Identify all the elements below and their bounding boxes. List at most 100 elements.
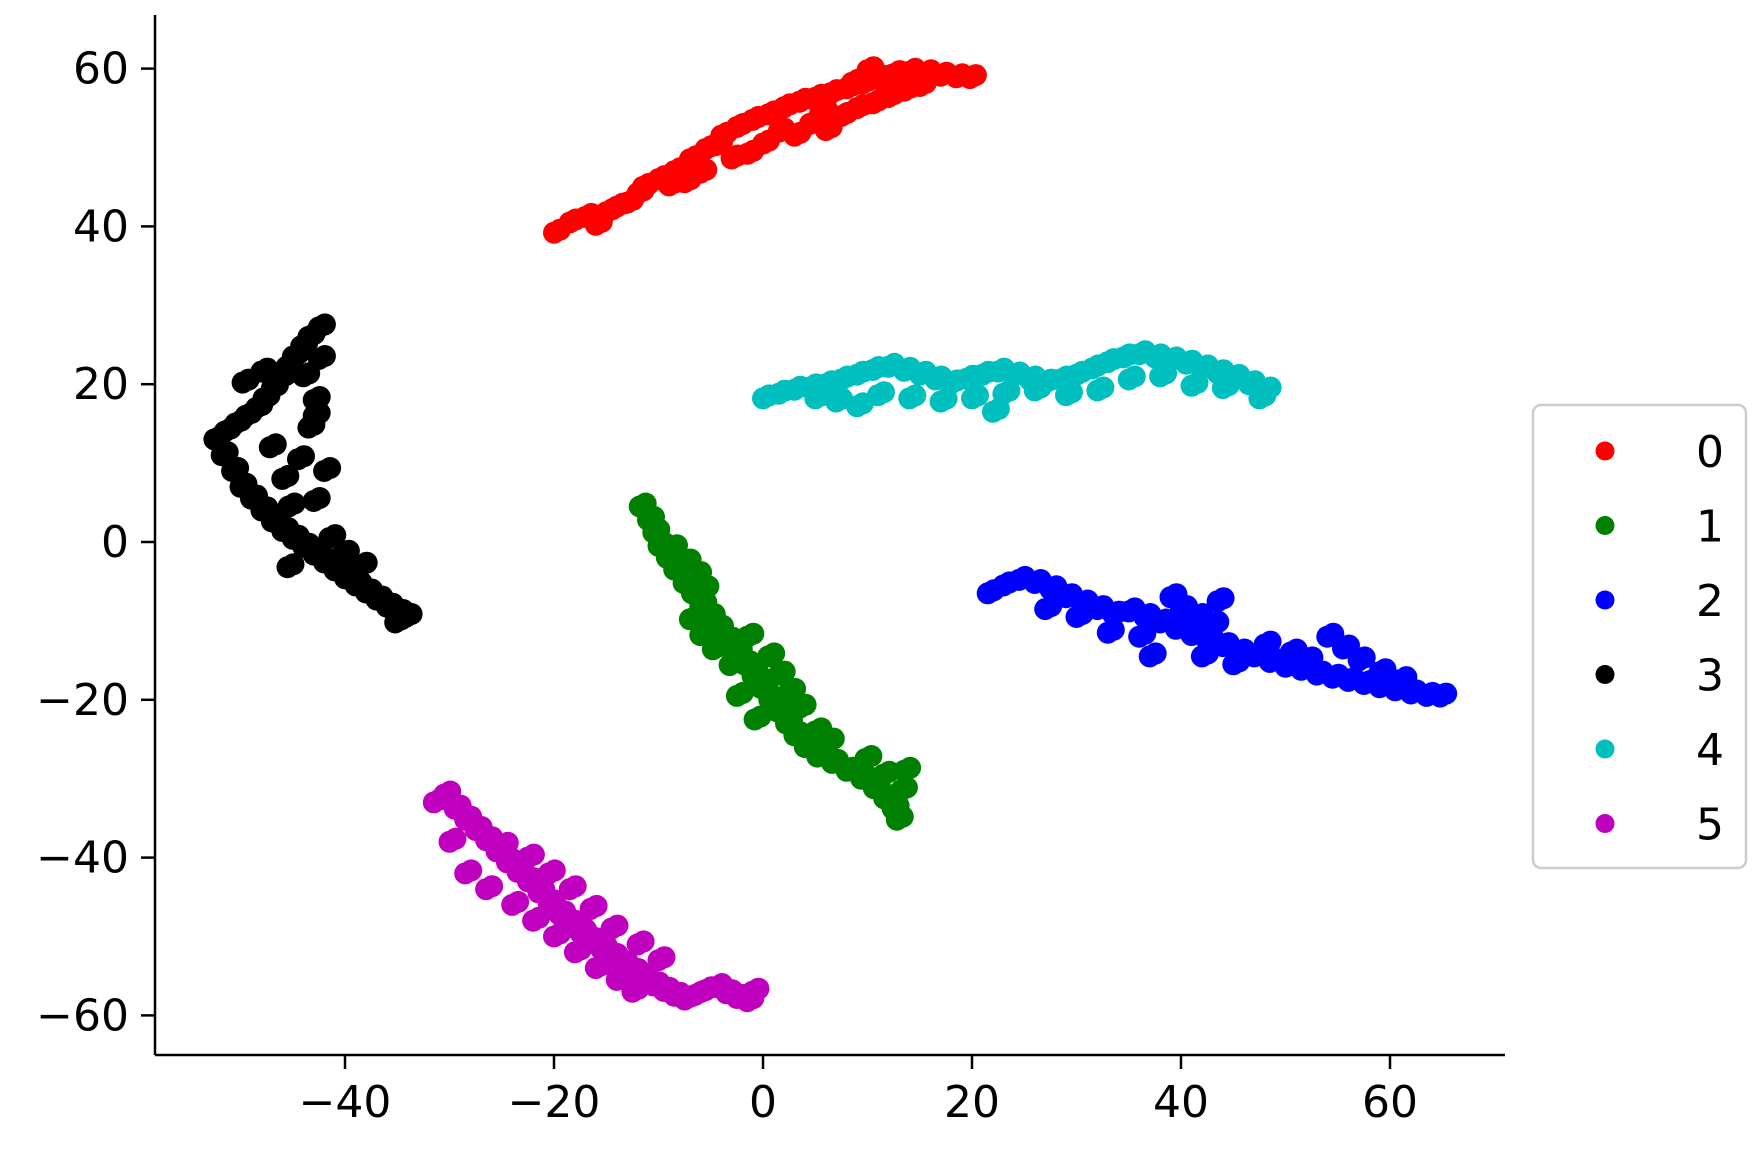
point-2-47-b	[1395, 666, 1418, 689]
point-0-28-b	[632, 179, 655, 202]
point-2-32-b	[1102, 618, 1125, 641]
point-1-48-b	[878, 760, 901, 783]
point-3-45-b	[324, 524, 347, 547]
point-5-35-b	[507, 890, 530, 913]
y-tick-label-60: 60	[73, 44, 129, 95]
point-4-34-b	[1217, 374, 1240, 397]
point-1-35-b	[695, 621, 718, 644]
point-0-27-b	[590, 210, 613, 233]
point-5-38-b	[569, 938, 592, 961]
y-tick-label--20: −20	[36, 675, 129, 726]
point-3-41-b	[264, 433, 287, 456]
point-0-48-b	[742, 139, 765, 162]
point-3-34-b	[293, 445, 315, 468]
series-5	[422, 780, 770, 1013]
point-2-33-b	[1134, 622, 1157, 645]
legend-marker-3	[1595, 665, 1615, 684]
point-2-31-b	[1071, 603, 1094, 625]
point-4-35-b	[1186, 371, 1209, 394]
point-4-38-b	[1092, 376, 1115, 399]
point-1-44-b	[749, 705, 772, 728]
point-5-37-b	[549, 922, 571, 945]
legend-label-0: 0	[1696, 427, 1724, 478]
point-0-43-b	[862, 56, 885, 79]
point-5-49-b	[653, 946, 676, 969]
point-5-31-b	[747, 977, 770, 1000]
series-2	[976, 565, 1458, 708]
point-2-48-b	[1144, 642, 1167, 665]
point-4-33-b	[1254, 384, 1277, 407]
y-tick-label-40: 40	[73, 201, 129, 252]
x-tick-label--40: −40	[299, 1077, 392, 1128]
point-1-49-b	[895, 776, 918, 799]
point-0-26-b	[964, 64, 987, 87]
point-1-43-b	[731, 681, 754, 704]
point-1-40-b	[773, 660, 796, 683]
legend-marker-2	[1595, 590, 1615, 610]
legend: 0 1 2 3 4 5	[1531, 403, 1748, 870]
point-2-40-b	[1259, 630, 1282, 653]
point-4-44-b	[904, 384, 927, 407]
point-2-29-b	[1435, 682, 1458, 705]
legend-label-1: 1	[1696, 502, 1724, 553]
point-1-38-b	[742, 622, 765, 645]
point-4-43-b	[935, 387, 958, 410]
point-3-13-b	[216, 441, 239, 464]
legend-marker-5	[1595, 814, 1615, 833]
point-4-47-b	[831, 387, 854, 410]
legend-label-2: 2	[1696, 576, 1724, 627]
y-tick-label--40: −40	[36, 833, 129, 884]
point-3-33-b	[282, 553, 305, 576]
legend-marker-4	[1595, 739, 1615, 759]
point-1-39-b	[763, 642, 786, 665]
point-2-37-b	[1207, 610, 1230, 633]
point-1-46-b	[822, 727, 845, 750]
point-1-36-b	[707, 635, 730, 658]
point-1-29-b	[899, 756, 922, 779]
x-tick-label-20: 20	[944, 1077, 1000, 1128]
point-4-48-b	[810, 384, 833, 407]
point-4-37-b	[1123, 365, 1146, 388]
point-4-39-b	[1061, 381, 1083, 404]
point-4-40-b	[1029, 376, 1052, 399]
point-1-30-b	[666, 534, 688, 557]
point-5-42-b	[496, 831, 519, 854]
point-3-46-b	[337, 539, 360, 562]
point-5-46-b	[585, 894, 608, 917]
point-4-36-b	[1155, 362, 1178, 385]
series-3	[203, 313, 423, 634]
point-5-39-b	[590, 954, 613, 977]
x-tick-label-60: 60	[1362, 1077, 1418, 1128]
legend-frame	[1531, 403, 1748, 870]
point-5-36-b	[528, 906, 551, 929]
point-2-42-b	[1301, 646, 1324, 669]
point-1-47-b	[860, 745, 883, 767]
point-5-43-b	[522, 843, 545, 866]
legend-marker-1	[1595, 516, 1615, 535]
point-3-36-b	[308, 386, 331, 408]
x-tick-label--20: −20	[508, 1077, 601, 1128]
point-0-45-b	[611, 192, 634, 215]
point-3-44-b	[308, 487, 331, 509]
point-0-46-b	[679, 168, 702, 191]
point-3-42-b	[277, 464, 300, 487]
point-3-38-b	[313, 345, 336, 367]
point-4-45-b	[873, 381, 895, 404]
x-tick-label-0: 0	[749, 1077, 777, 1128]
point-0-47-b	[711, 131, 733, 154]
legend-label-5: 5	[1696, 800, 1724, 851]
point-1-34-b	[684, 605, 707, 628]
y-tick-label--60: −60	[36, 990, 129, 1041]
point-5-45-b	[564, 875, 587, 898]
point-3-47-b	[355, 551, 378, 574]
point-5-44-b	[543, 859, 566, 882]
point-1-42-b	[794, 693, 817, 716]
point-2-45-b	[1353, 646, 1376, 669]
point-0-44-b	[846, 68, 869, 91]
point-2-49-b	[1212, 587, 1235, 610]
point-2-38-b	[1196, 642, 1219, 665]
point-4-41-b	[998, 379, 1021, 402]
point-1-28-b	[891, 805, 914, 828]
x-tick-label-40: 40	[1153, 1077, 1209, 1128]
